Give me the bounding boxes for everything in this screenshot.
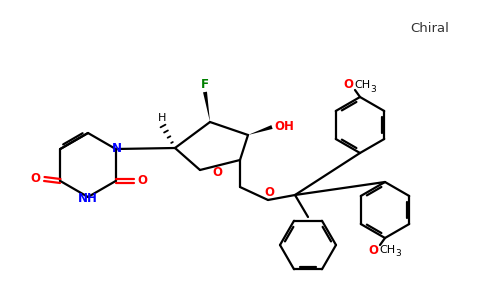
Text: O: O bbox=[368, 244, 378, 256]
Polygon shape bbox=[248, 125, 272, 135]
Text: H: H bbox=[158, 113, 166, 123]
Polygon shape bbox=[203, 92, 210, 122]
Text: F: F bbox=[201, 77, 209, 91]
Text: CH: CH bbox=[354, 80, 370, 90]
Text: O: O bbox=[138, 175, 148, 188]
Text: O: O bbox=[30, 172, 40, 184]
Text: Chiral: Chiral bbox=[410, 22, 450, 34]
Text: 3: 3 bbox=[395, 250, 401, 259]
Text: O: O bbox=[343, 79, 353, 92]
Text: O: O bbox=[264, 187, 274, 200]
Text: N: N bbox=[112, 142, 121, 154]
Text: CH: CH bbox=[379, 245, 395, 255]
Text: OH: OH bbox=[274, 121, 294, 134]
Text: O: O bbox=[212, 167, 222, 179]
Text: 3: 3 bbox=[370, 85, 376, 94]
Text: NH: NH bbox=[78, 191, 98, 205]
